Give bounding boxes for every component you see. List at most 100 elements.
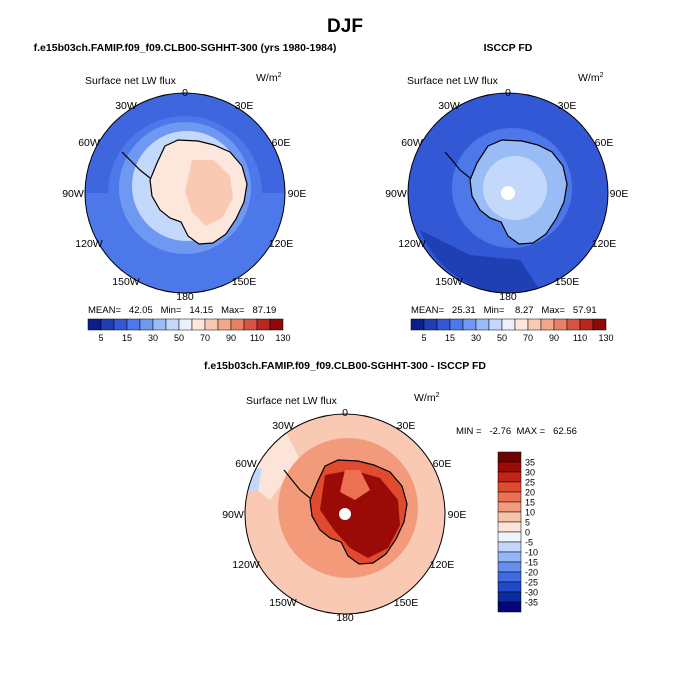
variable-label: Surface net LW flux: [246, 395, 338, 407]
colorbar-tick-label: 15: [445, 333, 455, 343]
colorbar-tick-label: -30: [525, 588, 538, 598]
map-boundary: [84, 92, 286, 294]
antarctic-peninsula: [283, 469, 311, 499]
units-label: W/m2: [414, 392, 440, 404]
svg-text:150W: 150W: [112, 276, 140, 288]
antarctic-peninsula: [121, 151, 151, 179]
colorbar: [87, 318, 284, 331]
colorbar-swatch: [113, 318, 128, 331]
colorbar-swatch: [152, 318, 167, 331]
colorbar-tick-label: 30: [148, 333, 158, 343]
svg-text:90W: 90W: [385, 188, 407, 200]
colorbar-swatch: [126, 318, 141, 331]
colorbar-swatch: [497, 561, 522, 573]
svg-text:180: 180: [176, 291, 194, 303]
colorbar-tick-label: 30: [471, 333, 481, 343]
stats-text: MEAN= 25.31 Min= 8.27 Max= 57.91: [411, 305, 597, 316]
svg-text:30E: 30E: [397, 420, 416, 432]
panel-title: f.e15b03ch.FAMIP.f09_f09.CLB00-SGHHT-300…: [204, 360, 486, 372]
colorbar: [410, 318, 607, 331]
colorbar-tick-label: -10: [525, 548, 538, 558]
colorbar-swatch: [579, 318, 594, 331]
svg-text:120W: 120W: [75, 238, 103, 250]
colorbar-swatch: [497, 591, 522, 603]
colorbar-swatch: [497, 461, 522, 473]
colorbar-tick-label: 0: [525, 528, 530, 538]
colorbar-swatch: [87, 318, 102, 331]
map-field: [85, 93, 285, 293]
svg-text:180: 180: [336, 612, 354, 624]
colorbar-tick-label: 110: [250, 333, 264, 343]
svg-text:150E: 150E: [232, 276, 257, 288]
colorbar-swatch: [243, 318, 258, 331]
colorbar-tick-label: 110: [573, 333, 587, 343]
units-label: W/m2: [256, 72, 282, 84]
colorbar-swatch: [497, 521, 522, 533]
svg-text:90W: 90W: [222, 509, 244, 521]
svg-text:90E: 90E: [288, 188, 307, 200]
svg-text:60W: 60W: [78, 137, 100, 149]
svg-text:60W: 60W: [235, 458, 257, 470]
colorbar-swatch: [497, 541, 522, 553]
colorbar-tick-label: 10: [525, 508, 535, 518]
colorbar-tick-label: 15: [122, 333, 132, 343]
colorbar-tick-label: -25: [525, 578, 538, 588]
units-label: W/m2: [578, 72, 604, 84]
colorbar-swatch: [100, 318, 115, 331]
svg-text:150E: 150E: [394, 597, 419, 609]
svg-text:30W: 30W: [115, 100, 137, 112]
antarctica-coastline: [149, 139, 248, 245]
svg-text:150E: 150E: [555, 276, 580, 288]
svg-text:0: 0: [342, 407, 348, 419]
svg-text:0: 0: [505, 87, 511, 99]
colorbar-tick-label: -20: [525, 568, 538, 578]
colorbar-swatch: [230, 318, 245, 331]
colorbar-tick-label: 20: [525, 488, 535, 498]
colorbar-labels: 5 15 30 50 70 90 110 130: [98, 333, 290, 343]
svg-text:60E: 60E: [272, 137, 291, 149]
panel-observation: ISCCP FD Surface net LW flux W/m2 0 30E …: [385, 42, 628, 343]
panel-difference: f.e15b03ch.FAMIP.f09_f09.CLB00-SGHHT-300…: [204, 360, 577, 624]
colorbar-tick-label: -5: [525, 538, 533, 548]
svg-text:60E: 60E: [595, 137, 614, 149]
colorbar-swatch: [497, 471, 522, 483]
colorbar-tick-label: 70: [200, 333, 210, 343]
colorbar-swatch: [553, 318, 568, 331]
colorbar-swatch: [497, 511, 522, 523]
colorbar-swatch: [592, 318, 607, 331]
colorbar-swatch: [497, 531, 522, 543]
colorbar-swatch: [488, 318, 503, 331]
variable-label: Surface net LW flux: [407, 75, 499, 87]
colorbar-tick-label: 35: [525, 458, 535, 468]
svg-text:60W: 60W: [401, 137, 423, 149]
svg-text:150W: 150W: [269, 597, 297, 609]
svg-text:60E: 60E: [433, 458, 452, 470]
svg-text:30E: 30E: [235, 100, 254, 112]
svg-text:30E: 30E: [558, 100, 577, 112]
colorbar-swatch: [462, 318, 477, 331]
colorbar-tick-label: 50: [497, 333, 507, 343]
svg-text:120W: 120W: [398, 238, 426, 250]
colorbar-swatch: [497, 451, 522, 463]
colorbar-swatch: [217, 318, 232, 331]
colorbar-swatch: [269, 318, 284, 331]
colorbar-swatch: [497, 481, 522, 493]
colorbar-tick-label: 90: [549, 333, 559, 343]
colorbar-tick-label: 90: [226, 333, 236, 343]
colorbar-tick-label: -15: [525, 558, 538, 568]
map-boundary: [244, 413, 446, 615]
colorbar-tick-label: 15: [525, 498, 535, 508]
colorbar-tick-label: 5: [421, 333, 426, 343]
meridian-labels: 0 30E 60E 90E 120E 150E 180 150W 120W 90…: [222, 407, 466, 624]
colorbar-swatch: [204, 318, 219, 331]
meridian-labels: 0 30E 60E 90E 120E 150E 180 150W 120W 90…: [62, 87, 306, 303]
colorbar-swatch: [436, 318, 451, 331]
colorbar-swatch: [540, 318, 555, 331]
page-title: DJF: [327, 16, 363, 37]
colorbar-swatch: [527, 318, 542, 331]
colorbar-tick-label: 130: [598, 333, 613, 343]
colorbar-swatch: [410, 318, 425, 331]
colorbar-swatch: [178, 318, 193, 331]
colorbar-tick-label: 5: [525, 518, 530, 528]
